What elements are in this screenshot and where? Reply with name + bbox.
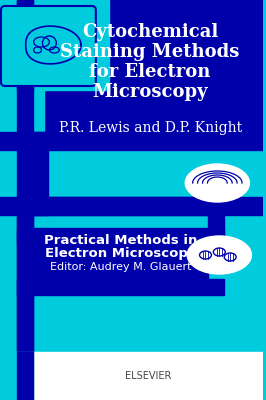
Bar xyxy=(33,132,48,215)
Bar xyxy=(0,0,44,400)
Text: Editor: Audrey M. Glauert: Editor: Audrey M. Glauert xyxy=(50,262,191,272)
Bar xyxy=(0,352,33,400)
Bar xyxy=(17,0,33,400)
Bar xyxy=(0,215,263,400)
Bar xyxy=(209,215,224,270)
Polygon shape xyxy=(215,194,233,219)
Text: Cytochemical: Cytochemical xyxy=(82,23,218,41)
Bar xyxy=(17,215,33,400)
Bar xyxy=(33,197,215,215)
Bar xyxy=(0,132,263,150)
Text: P.R. Lewis and D.P. Knight: P.R. Lewis and D.P. Knight xyxy=(59,121,242,135)
Bar xyxy=(17,229,224,245)
Ellipse shape xyxy=(187,236,251,274)
Bar xyxy=(17,352,33,400)
Bar xyxy=(17,279,224,295)
Bar xyxy=(33,352,263,400)
Text: Practical Methods in: Practical Methods in xyxy=(44,234,197,246)
Bar xyxy=(0,0,263,215)
Bar xyxy=(0,150,263,197)
FancyBboxPatch shape xyxy=(1,6,96,86)
Bar xyxy=(0,197,263,215)
Ellipse shape xyxy=(185,164,250,202)
Text: Microscopy: Microscopy xyxy=(92,83,208,101)
Bar xyxy=(33,228,209,285)
Bar xyxy=(0,0,109,90)
Text: for Electron: for Electron xyxy=(89,63,211,81)
Text: Electron Microscopy: Electron Microscopy xyxy=(45,246,196,260)
Bar xyxy=(17,0,33,90)
Text: ELSEVIER: ELSEVIER xyxy=(125,371,171,381)
Text: Staining Methods: Staining Methods xyxy=(60,43,240,61)
